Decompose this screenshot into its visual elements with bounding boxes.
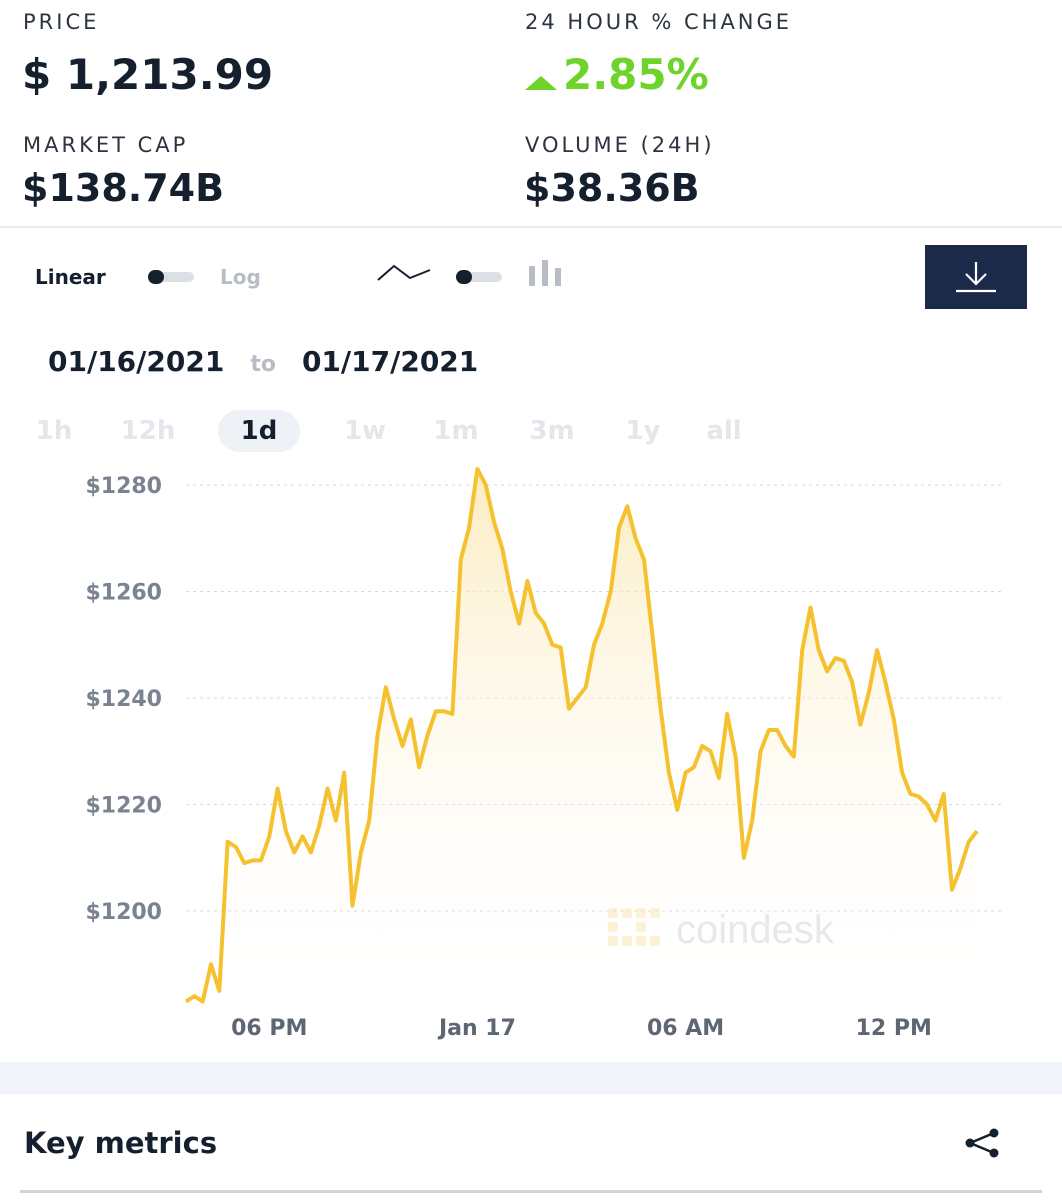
chart-controls: Linear Log <box>0 240 1062 320</box>
stats-panel: PRICE $ 1,213.99 24 HOUR % CHANGE 2.85% … <box>0 0 1062 228</box>
price-value: $ 1,213.99 <box>22 50 274 99</box>
x-tick-label: 06 PM <box>231 1016 307 1041</box>
range-tabs: 1h 12h 1d 1w 1m 3m 1y all <box>0 410 800 456</box>
range-tab-1w[interactable]: 1w <box>343 416 387 446</box>
candlestick-icon[interactable] <box>528 258 564 288</box>
range-tab-1d[interactable]: 1d <box>218 410 300 452</box>
range-tab-3m[interactable]: 3m <box>529 416 575 446</box>
date-from[interactable]: 01/16/2021 <box>48 345 225 378</box>
price-chart[interactable]: $1200$1220$1240$1260$1280 06 PM Jan 17 06 … <box>0 460 1062 1060</box>
price-series-line <box>184 467 979 1004</box>
share-icon[interactable] <box>962 1128 1002 1158</box>
scale-toggle-knob <box>148 270 164 284</box>
y-axis-labels: $1200 $1220 $1240 $1260 $1280 <box>85 474 162 925</box>
y-tick-label: $1220 <box>85 794 162 819</box>
key-metrics-title: Key metrics <box>24 1126 218 1160</box>
line-chart-icon[interactable] <box>376 260 432 286</box>
log-label[interactable]: Log <box>220 265 261 289</box>
y-tick-label: $1280 <box>85 474 162 499</box>
date-range: 01/16/2021 to 01/17/2021 <box>48 345 478 378</box>
x-tick-label: 06 AM <box>647 1016 724 1041</box>
volume-label: VOLUME (24H) <box>525 133 715 157</box>
range-tab-1m[interactable]: 1m <box>433 416 479 446</box>
price-area-fill <box>186 469 977 1005</box>
range-tab-1y[interactable]: 1y <box>625 416 661 446</box>
chart-type-toggle[interactable] <box>456 270 502 284</box>
y-tick-label: $1240 <box>85 687 162 712</box>
range-tab-12h[interactable]: 12h <box>120 416 176 446</box>
change-value: 2.85% <box>525 50 709 99</box>
change-percent: 2.85% <box>563 50 709 99</box>
chart-type-toggle-knob <box>456 270 472 284</box>
range-tab-1h[interactable]: 1h <box>35 416 73 446</box>
x-tick-label: Jan 17 <box>437 1016 516 1041</box>
y-tick-label: $1260 <box>85 581 162 606</box>
x-axis-labels: 06 PM Jan 17 06 AM 12 PM <box>231 1016 932 1041</box>
download-icon <box>956 262 996 293</box>
linear-label[interactable]: Linear <box>35 265 106 289</box>
market-cap-label: MARKET CAP <box>23 133 189 157</box>
volume-value: $38.36B <box>524 166 700 210</box>
y-tick-label: $1200 <box>85 900 162 925</box>
range-tab-all[interactable]: all <box>706 416 742 446</box>
market-cap-value: $138.74B <box>22 166 225 210</box>
change-label: 24 HOUR % CHANGE <box>525 10 793 34</box>
section-gap <box>0 1062 1062 1094</box>
price-label: PRICE <box>23 10 100 34</box>
x-tick-label: 12 PM <box>856 1016 932 1041</box>
date-to[interactable]: 01/17/2021 <box>301 345 479 378</box>
up-triangle-icon <box>525 75 557 90</box>
download-button[interactable] <box>925 245 1027 309</box>
scale-toggle[interactable] <box>148 270 194 284</box>
date-to-word: to <box>250 352 276 377</box>
bottom-divider <box>20 1190 1042 1193</box>
